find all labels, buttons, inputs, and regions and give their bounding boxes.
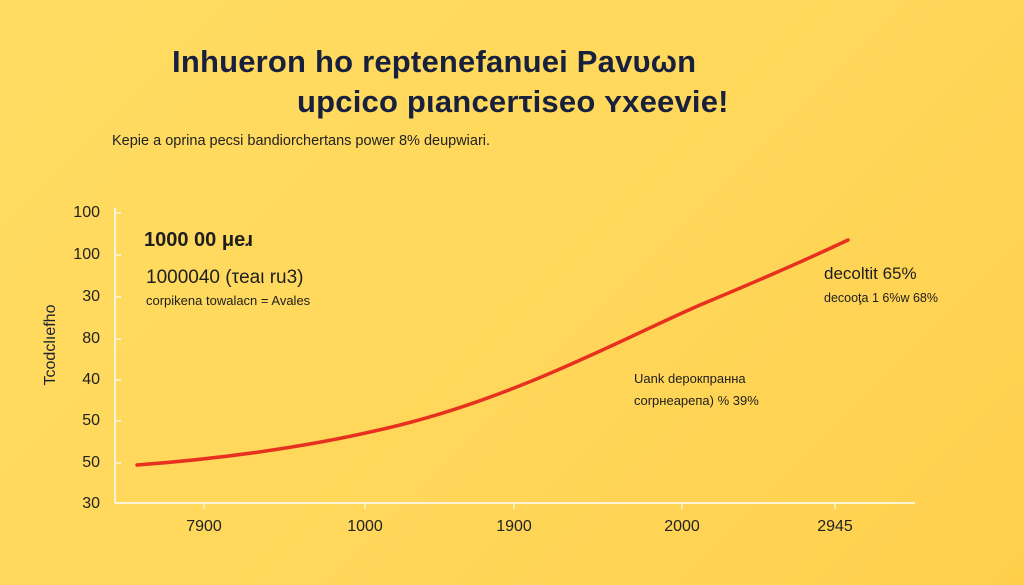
trend-line (135, 238, 850, 467)
y-tick-label: 30 (82, 495, 100, 512)
x-tick-marks (203, 503, 836, 509)
annotation-top-left-big: 1000 00 μeɹ (144, 229, 253, 251)
x-tick-label: 2000 (664, 518, 700, 535)
x-tick-label: 7900 (186, 518, 222, 535)
x-tick-label: 2945 (817, 518, 853, 535)
y-tick-label: 30 (82, 288, 100, 305)
annotation-right-small: decooţa 1 6%w 68% (824, 291, 938, 305)
y-tick-marks (115, 212, 121, 464)
chart-title-line-2: upcico pιancerτiseo ʏxeevie! (297, 84, 729, 119)
annotation-top-left-mid: 1000040 (τeaι ru3) (146, 267, 304, 288)
axes (114, 208, 915, 509)
chart-title-line-1: Inhueron ho reptenefanuei Pavυωn (172, 44, 697, 79)
y-tick-label: 50 (82, 454, 100, 471)
y-tick-label: 100 (73, 204, 100, 221)
x-tick-label: 1000 (347, 518, 383, 535)
annotation-middle-line-1: Uank depoкпранна (634, 371, 746, 386)
x-tick-label: 1900 (496, 518, 532, 535)
chart-subtitle: Kepie a oprina pecsi bandiorchertans pow… (112, 133, 491, 149)
annotation-top-left-small: corpikena towalacn = Avales (146, 293, 311, 308)
annotation-middle-line-2: corpнеарепа) % 39% (634, 393, 759, 408)
y-tick-label: 100 (73, 246, 100, 263)
annotation-right-big: decoltit 65% (824, 264, 917, 283)
y-tick-label: 50 (82, 412, 100, 429)
y-tick-label: 80 (82, 330, 100, 347)
y-tick-label: 40 (82, 371, 100, 388)
